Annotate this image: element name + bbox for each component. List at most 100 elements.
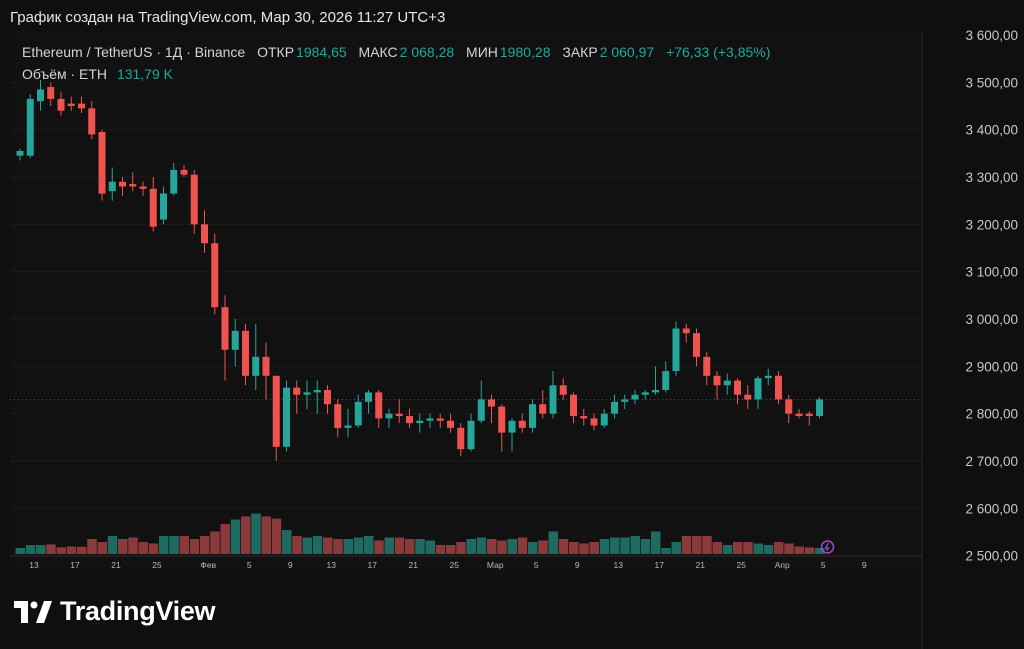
candle[interactable] <box>283 380 290 452</box>
candle[interactable] <box>231 319 239 367</box>
symbol-label: Ethereum / TetherUS · 1Д · Binance <box>22 44 246 60</box>
candle[interactable] <box>385 408 393 428</box>
candle[interactable] <box>436 413 444 428</box>
candle[interactable] <box>57 91 65 116</box>
candle[interactable] <box>518 413 526 433</box>
volume-bar <box>159 536 169 554</box>
candle[interactable] <box>600 408 608 428</box>
candle[interactable] <box>262 342 270 400</box>
candle[interactable] <box>457 423 465 457</box>
candle[interactable] <box>723 373 731 395</box>
candle-body <box>406 416 413 424</box>
candle[interactable] <box>641 390 649 400</box>
volume-bar <box>671 542 681 554</box>
candle[interactable] <box>354 394 362 428</box>
candle[interactable] <box>672 321 680 376</box>
candle[interactable] <box>570 392 577 424</box>
candle[interactable] <box>344 408 352 438</box>
volume-bar <box>25 545 36 554</box>
candle-body <box>539 404 547 414</box>
candle[interactable] <box>764 368 772 386</box>
candle[interactable] <box>119 177 126 196</box>
candle[interactable] <box>211 233 219 315</box>
candle-body <box>78 103 85 109</box>
candle[interactable] <box>221 295 229 381</box>
candle[interactable] <box>785 394 793 424</box>
volume-bar <box>323 537 333 554</box>
candle-body <box>457 427 465 450</box>
high-label: МАКС <box>358 44 398 60</box>
candle[interactable] <box>805 411 813 426</box>
volume-alert-icon[interactable] <box>820 540 835 554</box>
candle[interactable] <box>559 378 567 400</box>
volume-bar <box>107 536 118 554</box>
candle-body <box>436 418 444 421</box>
candle[interactable] <box>580 408 588 426</box>
candle[interactable] <box>201 210 208 253</box>
time-tick-label: 17 <box>70 560 80 570</box>
candle[interactable] <box>703 352 711 386</box>
candle[interactable] <box>795 408 803 419</box>
candle[interactable] <box>713 371 721 400</box>
candle[interactable] <box>652 366 659 395</box>
candle[interactable] <box>508 418 516 452</box>
candle[interactable] <box>129 172 137 192</box>
candle[interactable] <box>170 162 178 196</box>
candle[interactable] <box>365 390 372 414</box>
candle[interactable] <box>303 380 311 409</box>
candle[interactable] <box>395 399 403 424</box>
candle[interactable] <box>734 378 741 405</box>
candle[interactable] <box>37 79 44 111</box>
candle[interactable] <box>488 394 495 424</box>
candle[interactable] <box>406 408 413 428</box>
candle[interactable] <box>693 328 700 367</box>
candle[interactable] <box>324 385 331 414</box>
candle[interactable] <box>26 94 34 159</box>
candle[interactable] <box>744 385 752 409</box>
candle[interactable] <box>190 169 198 234</box>
candle[interactable] <box>160 186 167 225</box>
candle[interactable] <box>78 96 85 114</box>
candle[interactable] <box>180 165 188 177</box>
candle[interactable] <box>242 323 249 386</box>
volume-legend: Объём · ETH 131,79 K <box>22 66 173 82</box>
volume-bar <box>87 539 97 554</box>
candle[interactable] <box>272 375 280 461</box>
candle[interactable] <box>631 390 639 405</box>
candle-body <box>324 390 331 405</box>
candle[interactable] <box>539 390 547 419</box>
candle[interactable] <box>416 413 424 433</box>
candle[interactable] <box>375 390 383 428</box>
candle[interactable] <box>611 394 618 419</box>
volume-bar <box>415 539 425 554</box>
candle[interactable] <box>293 380 301 414</box>
candle[interactable] <box>98 129 106 201</box>
candle[interactable] <box>754 375 762 409</box>
candle[interactable] <box>252 323 260 390</box>
candle[interactable] <box>816 397 823 419</box>
candle[interactable] <box>108 167 116 201</box>
candle[interactable] <box>426 413 434 428</box>
candle[interactable] <box>88 101 96 140</box>
candle[interactable] <box>477 380 485 424</box>
candle[interactable] <box>775 371 782 405</box>
candle[interactable] <box>67 96 75 111</box>
candle-body <box>734 380 741 395</box>
candle[interactable] <box>467 413 475 452</box>
candle[interactable] <box>498 404 506 452</box>
candle[interactable] <box>621 394 629 409</box>
candles <box>16 79 835 554</box>
candle[interactable] <box>47 82 55 106</box>
candle[interactable] <box>590 413 598 431</box>
candle[interactable] <box>313 380 321 414</box>
candle[interactable] <box>662 361 670 393</box>
candle[interactable] <box>682 323 690 343</box>
candle[interactable] <box>549 371 557 419</box>
candle[interactable] <box>149 177 157 232</box>
candle[interactable] <box>139 181 147 196</box>
candle[interactable] <box>334 399 342 438</box>
candle[interactable] <box>16 148 24 161</box>
candle[interactable] <box>447 413 454 433</box>
candle[interactable] <box>529 399 536 433</box>
